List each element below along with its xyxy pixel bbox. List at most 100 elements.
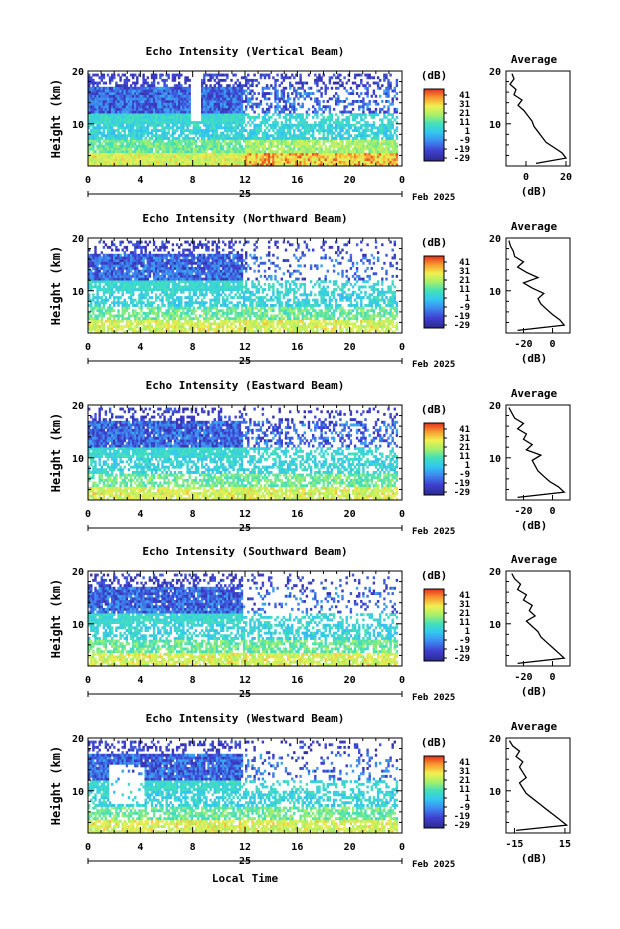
echo-cell [203,137,206,140]
echo-cell [121,73,124,77]
echo-cell [136,76,139,80]
echo-cell [194,147,198,151]
echo-cell [345,144,348,148]
echo-cell [351,147,355,151]
echo-cell [152,264,156,268]
echo-cell [173,107,177,111]
echo-cell [175,144,179,148]
echo-cell [347,152,350,156]
echo-cell [383,131,386,135]
echo-cell [115,92,118,95]
echo-cell [276,139,279,143]
echo-cell [318,163,321,167]
echo-cell [140,293,143,297]
echo-cell [393,131,396,135]
echo-cell [167,110,170,114]
echo-cell [169,100,172,103]
echo-cell [203,129,206,132]
echo-cell [142,126,145,130]
echo-cell [389,144,392,148]
echo-cell [395,155,399,159]
echo-cell [138,277,141,281]
echo-cell [90,110,93,114]
echo-cell [167,322,170,326]
echo-cell [393,163,396,167]
echo-cell [261,134,265,138]
echo-cell [245,137,248,140]
echo-cell [251,115,254,119]
echo-cell [142,115,145,119]
echo-cell [224,118,227,122]
echo-cell [316,155,319,159]
echo-cell [282,97,286,101]
echo-cell [127,134,131,138]
colorbar-tick-label: -19 [454,145,470,155]
echo-cell [324,144,327,148]
echo-cell [108,126,112,130]
echo-cell [240,107,244,111]
echo-cell [372,137,376,140]
echo-cell [96,107,99,111]
echo-cell [234,137,237,140]
echo-cell [337,123,340,127]
echo-cell [144,86,147,90]
echo-cell [98,288,101,291]
echo-cell [94,253,97,257]
echo-cell [274,110,277,114]
echo-cell [238,86,242,90]
echo-cell [268,76,271,80]
echo-cell [123,259,126,262]
echo-cell [201,110,204,114]
echo-cell [370,144,373,148]
echo-cell [318,107,321,111]
echo-cell [203,73,206,77]
echo-cell [96,73,99,77]
echo-cell [228,150,231,154]
echo-cell [209,118,212,122]
echo-cell [163,274,166,278]
echo-cell [157,121,160,124]
echo-cell [155,123,158,127]
echo-cell [293,100,296,103]
echo-cell [349,142,353,146]
echo-cell [381,126,384,130]
echo-cell [330,126,334,130]
echo-cell [272,121,275,124]
echo-cell [134,110,137,114]
echo-cell [157,86,160,90]
echo-cell [389,131,392,135]
echo-cell [328,76,332,80]
echo-cell [326,150,329,154]
echo-cell [372,76,376,80]
echo-cell [374,142,378,146]
echo-cell [121,107,124,111]
echo-cell [92,317,95,321]
echo-cell [232,144,235,148]
echo-cell [119,147,122,151]
echo-cell [370,113,373,117]
echo-cell [297,160,300,164]
echo-cell [100,147,103,151]
echo-cell [337,144,340,148]
echo-cell [148,259,152,262]
echo-cell [152,277,156,281]
echo-cell [299,115,302,119]
echo-cell [303,92,306,95]
echo-cell [119,327,122,331]
echo-cell [165,102,168,106]
echo-cell [245,81,248,85]
echo-cell [144,277,147,281]
echo-cell [161,325,164,328]
echo-cell [391,113,394,117]
echo-cell [251,84,254,88]
echo-cell [173,121,177,124]
echo-cell [203,123,206,127]
echo-cell [98,142,101,146]
echo-cell [353,155,357,159]
echo-cell [211,129,214,132]
echo-cell [297,97,300,101]
echo-cell [349,123,353,127]
echo-cell [132,304,135,307]
echo-cell [88,139,91,143]
echo-cell [140,274,143,278]
